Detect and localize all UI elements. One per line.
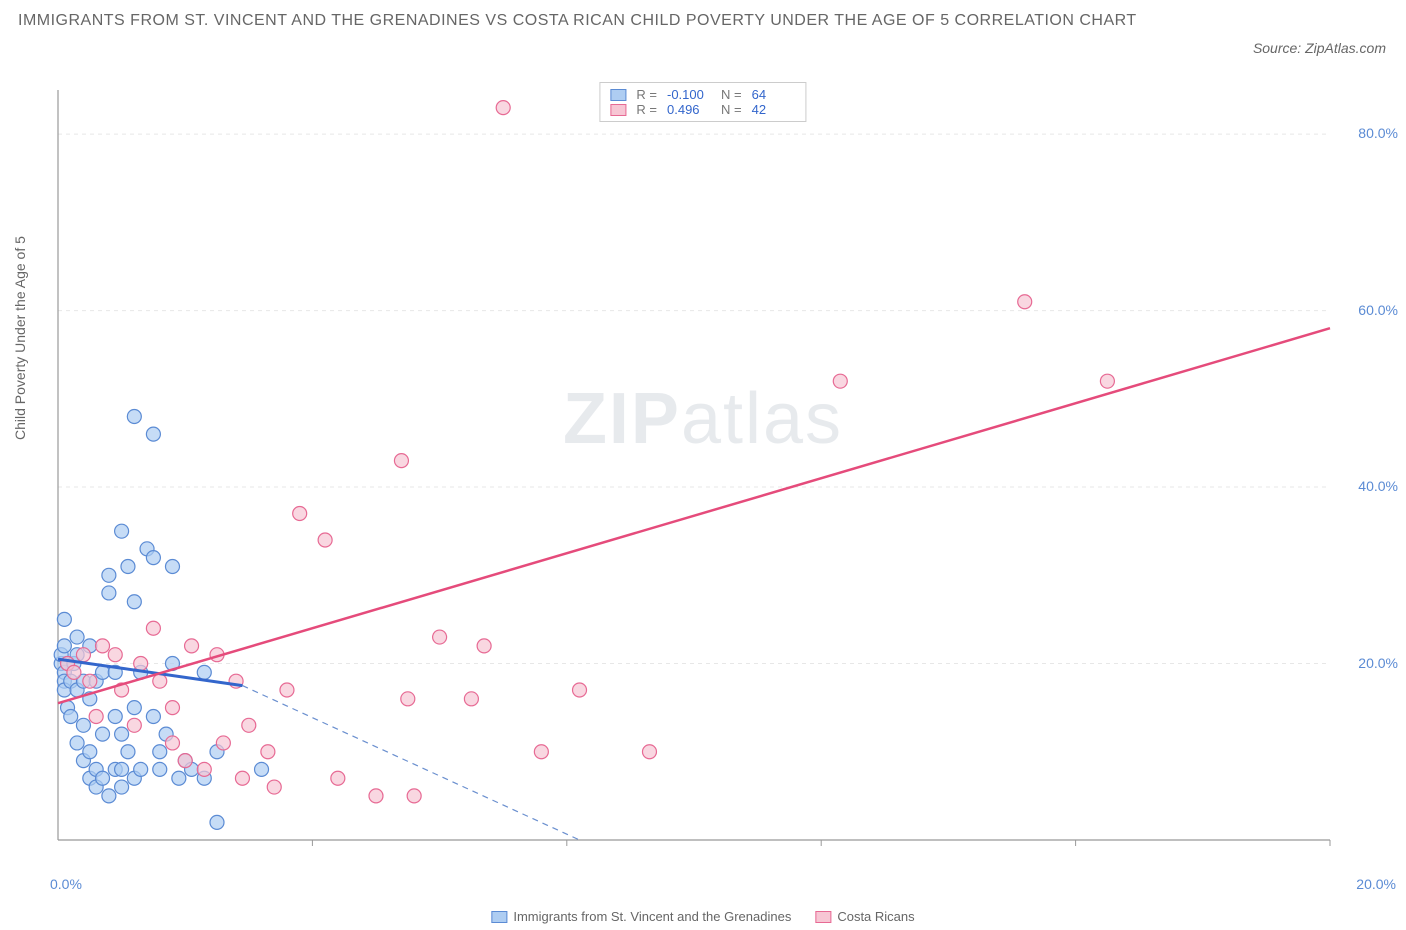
chart-title: IMMIGRANTS FROM ST. VINCENT AND THE GREN… bbox=[18, 10, 1186, 32]
n-value-series2: 42 bbox=[752, 102, 796, 117]
legend-swatch bbox=[815, 911, 831, 923]
legend-label: Costa Ricans bbox=[837, 909, 914, 924]
r-label: R = bbox=[636, 87, 657, 102]
n-label: N = bbox=[721, 102, 742, 117]
correlation-stats-box: R = -0.100 N = 64 R = 0.496 N = 42 bbox=[599, 82, 806, 122]
stats-row-series1: R = -0.100 N = 64 bbox=[610, 87, 795, 102]
y-tick-label: 40.0% bbox=[1358, 478, 1398, 494]
legend-item: Immigrants from St. Vincent and the Gren… bbox=[491, 909, 791, 924]
scatter-chart bbox=[50, 80, 1390, 870]
swatch-series1 bbox=[610, 89, 626, 101]
series-legend: Immigrants from St. Vincent and the Gren… bbox=[491, 909, 914, 924]
chart-plot-area bbox=[50, 80, 1390, 870]
r-value-series2: 0.496 bbox=[667, 102, 711, 117]
legend-swatch bbox=[491, 911, 507, 923]
n-value-series1: 64 bbox=[752, 87, 796, 102]
y-tick-label: 20.0% bbox=[1358, 655, 1398, 671]
source-attribution: Source: ZipAtlas.com bbox=[1253, 40, 1386, 56]
stats-row-series2: R = 0.496 N = 42 bbox=[610, 102, 795, 117]
legend-label: Immigrants from St. Vincent and the Gren… bbox=[513, 909, 791, 924]
y-axis-label: Child Poverty Under the Age of 5 bbox=[12, 236, 28, 440]
x-axis-min-label: 0.0% bbox=[50, 876, 82, 892]
y-tick-label: 60.0% bbox=[1358, 302, 1398, 318]
y-tick-label: 80.0% bbox=[1358, 125, 1398, 141]
legend-item: Costa Ricans bbox=[815, 909, 914, 924]
n-label: N = bbox=[721, 87, 742, 102]
r-label: R = bbox=[636, 102, 657, 117]
x-axis-max-label: 20.0% bbox=[1356, 876, 1396, 892]
swatch-series2 bbox=[610, 104, 626, 116]
r-value-series1: -0.100 bbox=[667, 87, 711, 102]
